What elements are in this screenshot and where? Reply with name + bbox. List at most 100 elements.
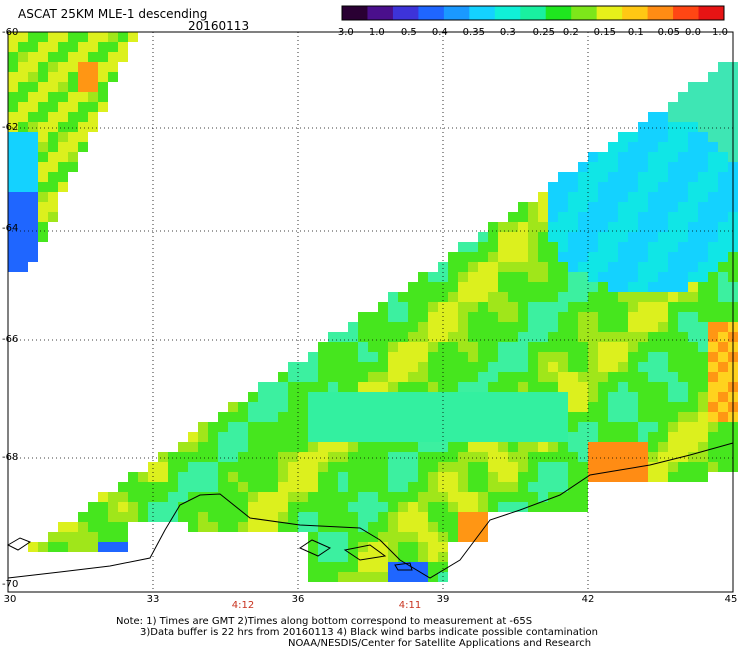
- swath-cell: [58, 142, 68, 152]
- swath-cell: [488, 362, 498, 372]
- swath-cell: [708, 382, 718, 392]
- swath-cell: [128, 512, 138, 522]
- swath-cell: [658, 162, 668, 172]
- swath-cell: [28, 152, 38, 162]
- swath-cell: [388, 312, 398, 322]
- swath-cell: [568, 312, 578, 322]
- swath-cell: [308, 572, 318, 582]
- swath-cell: [638, 352, 648, 362]
- colorbar-tick-label: -0.35: [459, 27, 485, 38]
- swath-cell: [668, 172, 678, 182]
- swath-cell: [428, 472, 438, 482]
- swath-cell: [628, 422, 638, 432]
- swath-cell: [678, 442, 688, 452]
- swath-cell: [628, 202, 638, 212]
- swath-cell: [248, 432, 258, 442]
- swath-cell: [588, 282, 598, 292]
- swath-cell: [618, 222, 628, 232]
- swath-cell: [388, 342, 398, 352]
- swath-cell: [128, 482, 138, 492]
- swath-cell: [598, 372, 608, 382]
- swath-cell: [668, 102, 678, 112]
- swath-cell: [638, 402, 648, 412]
- swath-cell: [618, 472, 628, 482]
- swath-cell: [378, 542, 388, 552]
- swath-cell: [618, 272, 628, 282]
- swath-cell: [398, 402, 408, 412]
- swath-cell: [78, 522, 88, 532]
- swath-cell: [608, 142, 618, 152]
- swath-cell: [448, 362, 458, 372]
- swath-cell: [428, 352, 438, 362]
- colorbar-tick-label: -1.0: [365, 27, 385, 38]
- swath-cell: [538, 352, 548, 362]
- swath-cell: [28, 202, 38, 212]
- swath-cell: [708, 162, 718, 172]
- swath-cell: [58, 522, 68, 532]
- swath-cell: [548, 442, 558, 452]
- swath-cell: [678, 412, 688, 422]
- swath-cell: [548, 262, 558, 272]
- swath-cell: [718, 432, 728, 442]
- swath-cell: [218, 482, 228, 492]
- swath-cell: [308, 472, 318, 482]
- swath-cell: [598, 412, 608, 422]
- swath-cell: [548, 222, 558, 232]
- swath-cell: [288, 412, 298, 422]
- swath-cell: [718, 72, 728, 82]
- swath-cell: [18, 182, 28, 192]
- swath-cell: [558, 372, 568, 382]
- swath-cell: [548, 272, 558, 282]
- swath-cell: [508, 442, 518, 452]
- swath-cell: [198, 482, 208, 492]
- swath-cell: [388, 302, 398, 312]
- swath-cell: [68, 92, 78, 102]
- swath-cell: [478, 382, 488, 392]
- swath-cell: [648, 262, 658, 272]
- swath-cell: [358, 492, 368, 502]
- swath-cell: [388, 462, 398, 472]
- swath-cell: [158, 462, 168, 472]
- swath-cell: [688, 92, 698, 102]
- swath-cell: [498, 442, 508, 452]
- swath-cell: [258, 432, 268, 442]
- swath-cell: [398, 502, 408, 512]
- swath-cell: [708, 112, 718, 122]
- swath-cell: [708, 272, 718, 282]
- swath-cell: [488, 482, 498, 492]
- swath-cell: [628, 212, 638, 222]
- island-outline: [394, 562, 413, 571]
- swath-cell: [658, 172, 668, 182]
- swath-cell: [598, 332, 608, 342]
- swath-cell: [528, 442, 538, 452]
- swath-cell: [608, 192, 618, 202]
- swath-cell: [518, 292, 528, 302]
- swath-cell: [658, 342, 668, 352]
- swath-cell: [618, 242, 628, 252]
- swath-cell: [558, 212, 568, 222]
- swath-cell: [48, 202, 58, 212]
- swath-cell: [588, 302, 598, 312]
- swath-cell: [378, 562, 388, 572]
- swath-cell: [358, 422, 368, 432]
- swath-cell: [658, 412, 668, 422]
- swath-cell: [698, 132, 708, 142]
- swath-cell: [388, 572, 398, 582]
- swath-cell: [28, 142, 38, 152]
- swath-cell: [568, 222, 578, 232]
- swath-cell: [38, 132, 48, 142]
- swath-cell: [548, 212, 558, 222]
- swath-cell: [568, 392, 578, 402]
- swath-cell: [668, 212, 678, 222]
- swath-cell: [88, 102, 98, 112]
- swath-cell: [428, 522, 438, 532]
- colorbar-tick-label: -0.15: [590, 27, 616, 38]
- swath-cell: [158, 502, 168, 512]
- swath-cell: [408, 562, 418, 572]
- swath-cell: [668, 362, 678, 372]
- swath-cell: [328, 402, 338, 412]
- swath-cell: [308, 442, 318, 452]
- swath-cell: [388, 482, 398, 492]
- swath-cell: [38, 172, 48, 182]
